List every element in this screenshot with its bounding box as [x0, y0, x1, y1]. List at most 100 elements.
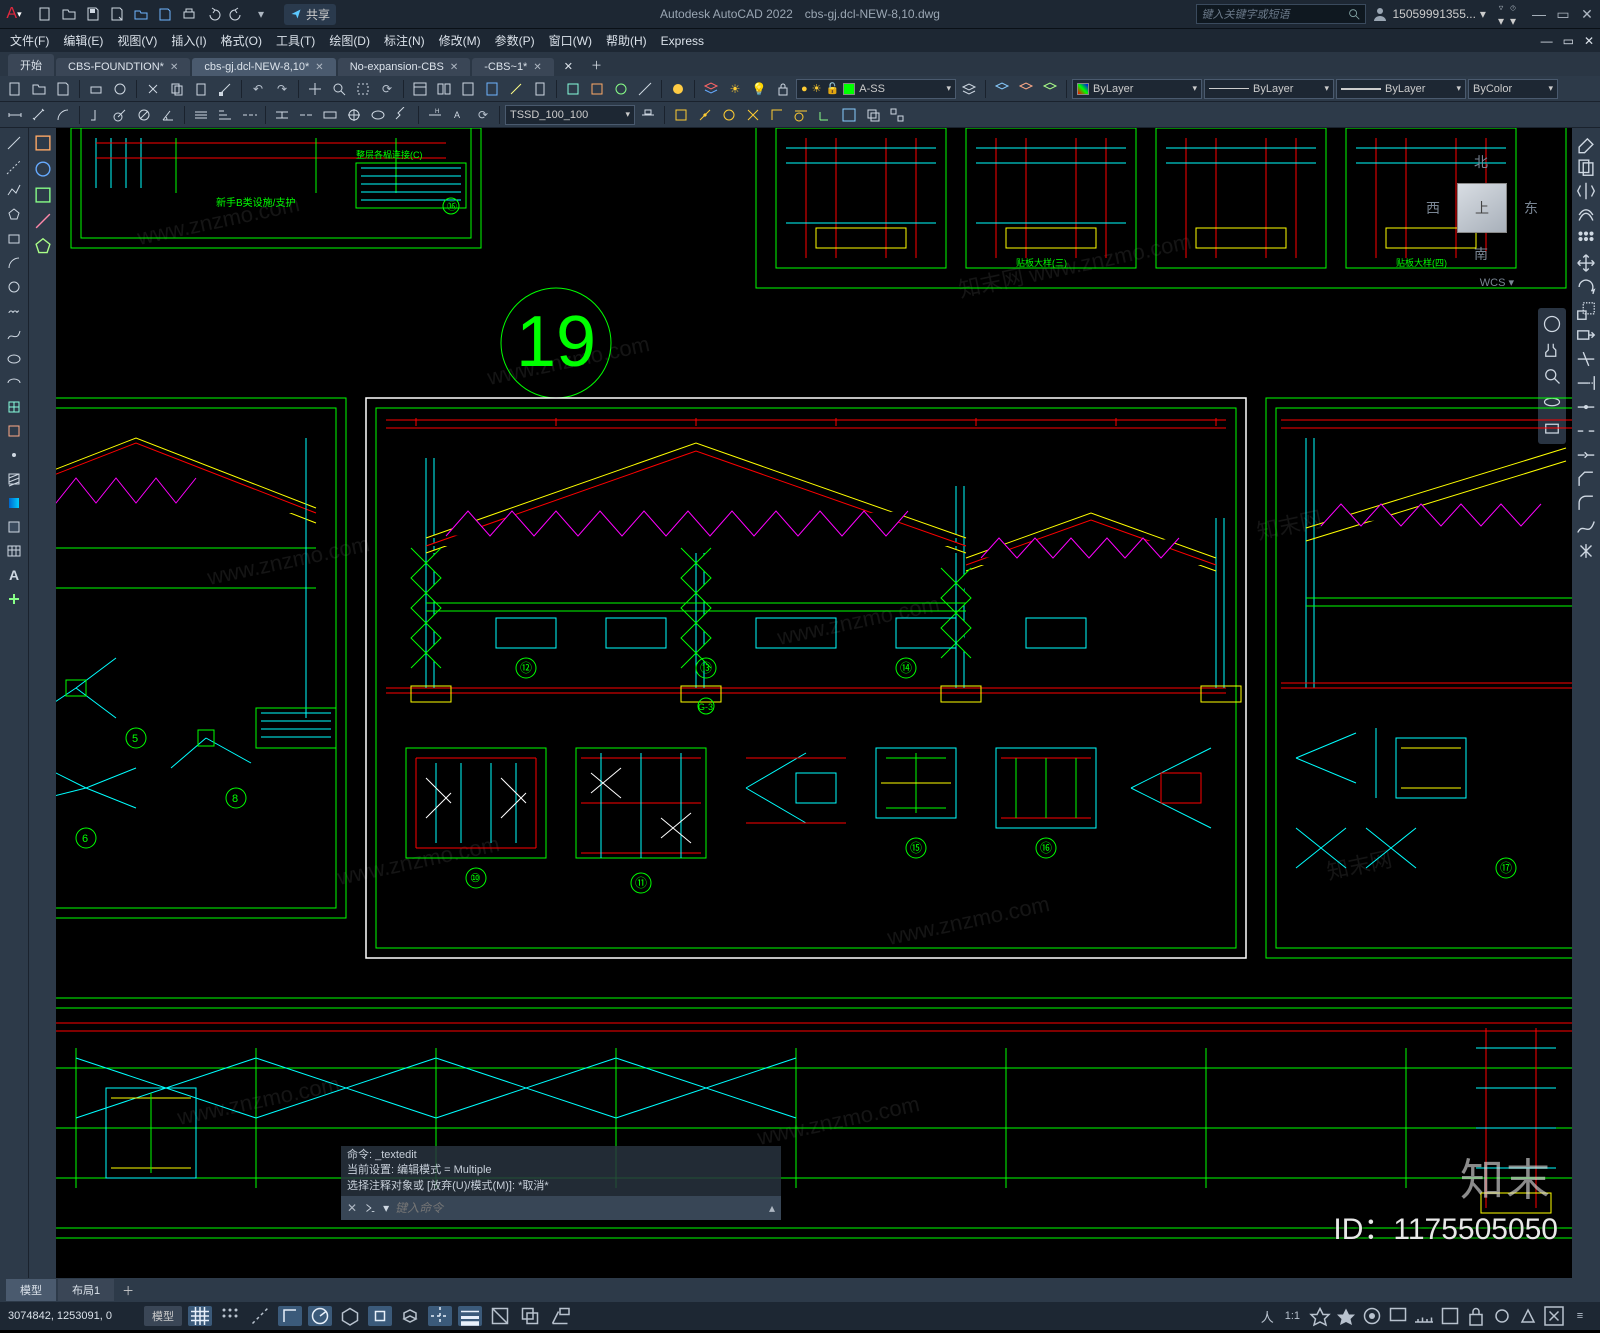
dim-jog-icon[interactable]	[391, 104, 413, 126]
xline-icon[interactable]	[3, 156, 25, 178]
tb-new-icon[interactable]	[4, 78, 26, 100]
arc-icon[interactable]	[3, 252, 25, 274]
dim-inspect-icon[interactable]	[367, 104, 389, 126]
polar-toggle-icon[interactable]	[308, 1306, 332, 1326]
close-button[interactable]: ✕	[1580, 7, 1594, 21]
tb-match-icon[interactable]	[214, 78, 236, 100]
dim-rad-icon[interactable]	[109, 104, 131, 126]
dim-ang-icon[interactable]	[157, 104, 179, 126]
anno-auto-icon[interactable]	[1334, 1306, 1358, 1326]
insert-block-icon[interactable]	[3, 396, 25, 418]
doc-close-button[interactable]: ✕	[1584, 34, 1594, 48]
menu-format[interactable]: 格式(O)	[221, 32, 262, 49]
transparency-toggle-icon[interactable]	[488, 1306, 512, 1326]
tb-meas-icon[interactable]	[634, 78, 656, 100]
close-tab-icon[interactable]: ✕	[315, 62, 323, 73]
layer-prev-icon[interactable]	[958, 78, 980, 100]
qat-dropdown-icon[interactable]: ▾	[250, 3, 272, 25]
lwt-toggle-icon[interactable]	[458, 1306, 482, 1326]
tb-open-icon[interactable]	[28, 78, 50, 100]
draworder-icon[interactable]	[862, 104, 884, 126]
quick-props-icon[interactable]	[1438, 1306, 1462, 1326]
dimstyle-dropdown[interactable]: TSSD_100_100▾	[505, 105, 635, 125]
dim-dia-icon[interactable]	[133, 104, 155, 126]
help-icon[interactable]: ?▾	[1510, 0, 1516, 28]
region-icon[interactable]	[3, 516, 25, 538]
tb-zoomwin-icon[interactable]	[352, 78, 374, 100]
menu-insert[interactable]: 插入(I)	[171, 32, 206, 49]
qat-undo-icon[interactable]	[202, 3, 224, 25]
break-icon[interactable]	[1575, 420, 1597, 442]
snap-int-icon[interactable]	[742, 104, 764, 126]
menu-draw[interactable]: 绘图(D)	[329, 32, 370, 49]
lockui-icon[interactable]	[1464, 1306, 1488, 1326]
move-icon[interactable]	[1575, 252, 1597, 274]
snap-tan-icon[interactable]	[790, 104, 812, 126]
minimize-button[interactable]: ―	[1532, 7, 1546, 21]
ct-icon-1[interactable]	[32, 132, 54, 154]
qat-save-icon[interactable]	[82, 3, 104, 25]
table-icon[interactable]	[3, 540, 25, 562]
ellipse-icon[interactable]	[3, 348, 25, 370]
polygon-icon[interactable]	[3, 204, 25, 226]
join-icon[interactable]	[1575, 444, 1597, 466]
layer-iso-icon[interactable]	[1015, 78, 1037, 100]
qat-cloud-save-icon[interactable]	[154, 3, 176, 25]
add-layout-button[interactable]: ＋	[116, 1282, 140, 1299]
tb-print-icon[interactable]	[85, 78, 107, 100]
lineweight-dropdown[interactable]: ByLayer▾	[1336, 79, 1466, 99]
dimstyle-mgr-icon[interactable]	[637, 104, 659, 126]
tb-blk-icon[interactable]	[562, 78, 584, 100]
qat-print-icon[interactable]	[178, 3, 200, 25]
tb-cut-icon[interactable]	[142, 78, 164, 100]
menu-view[interactable]: 视图(V)	[117, 32, 157, 49]
menu-param[interactable]: 参数(P)	[495, 32, 535, 49]
osnap-toggle-icon[interactable]	[368, 1306, 392, 1326]
erase-icon[interactable]	[1575, 132, 1597, 154]
file-tab-3[interactable]: No-expansion-CBS✕	[338, 58, 471, 76]
viewcube-w[interactable]: 西	[1426, 198, 1440, 218]
tb-pan-icon[interactable]	[304, 78, 326, 100]
layer-states-icon[interactable]	[991, 78, 1013, 100]
mirror-icon[interactable]	[1575, 180, 1597, 202]
menu-edit[interactable]: 编辑(E)	[63, 32, 103, 49]
dim-edit-icon[interactable]: H	[424, 104, 446, 126]
menu-tools[interactable]: 工具(T)	[276, 32, 315, 49]
tb-sheet-icon[interactable]	[481, 78, 503, 100]
dim-ord-icon[interactable]	[85, 104, 107, 126]
break-point-icon[interactable]	[1575, 396, 1597, 418]
viewcube-n[interactable]: 北	[1474, 152, 1488, 172]
new-tab-button[interactable]: ✕	[556, 57, 581, 76]
qat-saveas-icon[interactable]	[106, 3, 128, 25]
make-block-icon[interactable]	[3, 420, 25, 442]
dim-break-icon[interactable]	[295, 104, 317, 126]
qat-redo-icon[interactable]	[226, 3, 248, 25]
blend-icon[interactable]	[1575, 516, 1597, 538]
file-tab-1[interactable]: CBS-FOUNDTION*✕	[56, 58, 190, 76]
gradient-icon[interactable]	[3, 492, 25, 514]
viewcube-s[interactable]: 南	[1474, 244, 1488, 264]
spline-icon[interactable]	[3, 324, 25, 346]
isolate-icon[interactable]	[1490, 1306, 1514, 1326]
layer-dropdown[interactable]: ● ☀ 🔓 A-SS ▾	[796, 79, 956, 99]
customize-icon[interactable]: ≡	[1568, 1306, 1592, 1326]
file-tab-4[interactable]: -CBS~1*✕	[472, 58, 554, 76]
anno-scale-value[interactable]: 1:1	[1279, 1306, 1306, 1326]
cleanscreen-icon[interactable]	[1542, 1306, 1566, 1326]
restore-button[interactable]: ▭	[1556, 7, 1570, 21]
linetype-dropdown[interactable]: ByLayer▾	[1204, 79, 1334, 99]
hatch-icon[interactable]	[3, 468, 25, 490]
file-tab-2[interactable]: cbs-gj.dcl-NEW-8,10*✕	[192, 58, 335, 76]
anno-scale-icon[interactable]: 人	[1258, 1306, 1277, 1326]
layer-mgr-icon[interactable]	[700, 78, 722, 100]
iso-toggle-icon[interactable]	[338, 1306, 362, 1326]
offset-icon[interactable]	[1575, 204, 1597, 226]
tb-markup-icon[interactable]	[505, 78, 527, 100]
dim-quick-icon[interactable]	[190, 104, 212, 126]
add-tab-button[interactable]: ＋	[583, 54, 610, 76]
tb-undo-icon[interactable]: ↶	[247, 78, 269, 100]
search-box[interactable]: 键入关键字或短语	[1196, 4, 1366, 24]
cmd-close-icon[interactable]: ✕	[347, 1201, 357, 1215]
scale-icon[interactable]	[1575, 300, 1597, 322]
layer-bulb-icon[interactable]: 💡	[748, 78, 770, 100]
